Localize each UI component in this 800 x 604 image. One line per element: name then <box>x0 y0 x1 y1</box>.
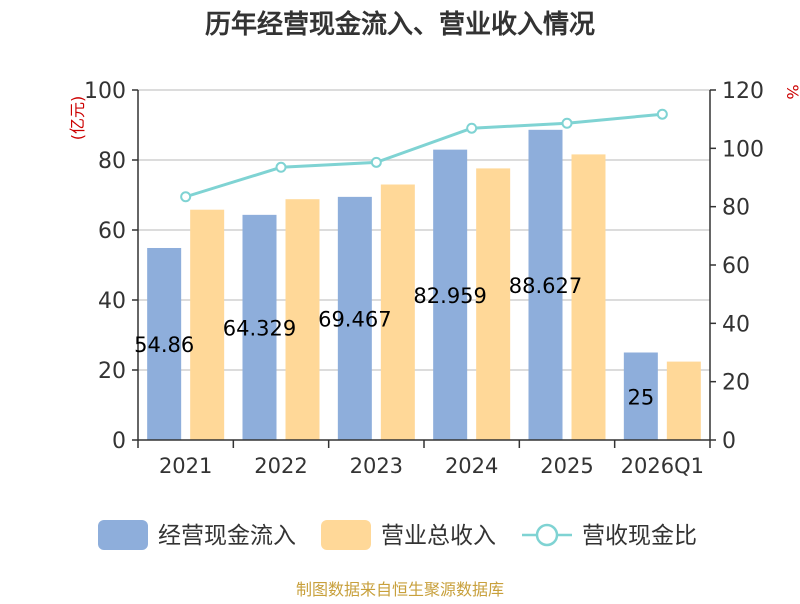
x-tick-label: 2024 <box>445 454 498 478</box>
x-tick-label: 2026Q1 <box>621 454 704 478</box>
bar-revenue <box>190 209 225 440</box>
axes: 0 20 40 60 80 100 0 20 40 60 80 100 120 2021 2022 2023 2… <box>84 79 764 478</box>
y-left-tick-label: 80 <box>98 149 126 174</box>
bar-cash-inflow <box>147 247 182 440</box>
ratio-line-path <box>185 112 663 199</box>
y-right-tick-label: 20 <box>722 371 750 396</box>
data-label-cash-inflow: 82.959 <box>413 284 486 308</box>
y-right-tick-label: 0 <box>722 429 736 454</box>
ratio-point <box>180 191 192 203</box>
bars <box>147 129 701 441</box>
chart-title: 历年经营现金流入、营业收入情况 <box>205 9 595 40</box>
x-tick-label: 2025 <box>540 454 593 478</box>
bar-cash-inflow <box>337 196 372 440</box>
y-right-tick-label: 120 <box>722 79 764 104</box>
data-label-cash-inflow: 25 <box>627 385 654 409</box>
data-label-cash-inflow: 88.627 <box>509 274 582 298</box>
bar-revenue <box>476 168 511 440</box>
y-right-tick-label: 40 <box>722 312 750 337</box>
y-right-tick-label: 80 <box>722 196 750 221</box>
y-left-tick-label: 0 <box>112 429 126 454</box>
y-right-axis-label: % <box>783 84 800 99</box>
data-label-cash-inflow: 69.467 <box>318 307 391 331</box>
legend-marker-ratio <box>535 523 559 547</box>
y-right-tick-label: 100 <box>722 137 764 162</box>
y-left-tick-label: 100 <box>84 79 126 104</box>
gridlines <box>138 89 710 371</box>
bar-revenue <box>666 361 701 440</box>
data-label-cash-inflow: 54.86 <box>134 333 194 357</box>
source-note: 制图数据来自恒生聚源数据库 <box>296 580 504 599</box>
legend-label-ratio: 营收现金比 <box>582 523 697 549</box>
bar-cash-inflow <box>433 149 468 440</box>
y-right-tick-label: 60 <box>722 254 750 279</box>
bar-revenue <box>571 154 606 440</box>
bar-revenue <box>285 199 320 440</box>
bar-revenue <box>380 184 415 440</box>
x-tick-label: 2023 <box>350 454 403 478</box>
y-left-tick-label: 40 <box>98 289 126 314</box>
legend-swatch-revenue <box>321 520 371 550</box>
ratio-point <box>656 108 668 120</box>
x-tick-label: 2022 <box>254 454 307 478</box>
legend-label-revenue: 营业总收入 <box>381 523 496 549</box>
x-tick-label: 2021 <box>159 454 212 478</box>
bar-cash-inflow <box>623 352 658 440</box>
y-left-axis-label: (亿元) <box>68 96 87 141</box>
legend: 经营现金流入 营业总收入 营收现金比 <box>98 520 697 550</box>
ratio-point <box>561 117 573 129</box>
data-labels: 54.86 64.329 69.467 82.959 88.627 25 <box>134 274 654 409</box>
ratio-point <box>370 156 382 168</box>
ratio-point <box>275 161 287 173</box>
ratio-line <box>180 108 668 203</box>
legend-swatch-cash-inflow <box>98 520 148 550</box>
data-label-cash-inflow: 64.329 <box>223 316 296 340</box>
y-left-tick-label: 60 <box>98 219 126 244</box>
bar-cash-inflow <box>242 214 277 440</box>
y-left-tick-label: 20 <box>98 359 126 384</box>
legend-label-cash-inflow: 经营现金流入 <box>158 523 296 549</box>
bar-cash-inflow <box>528 129 563 441</box>
ratio-point <box>466 122 478 134</box>
